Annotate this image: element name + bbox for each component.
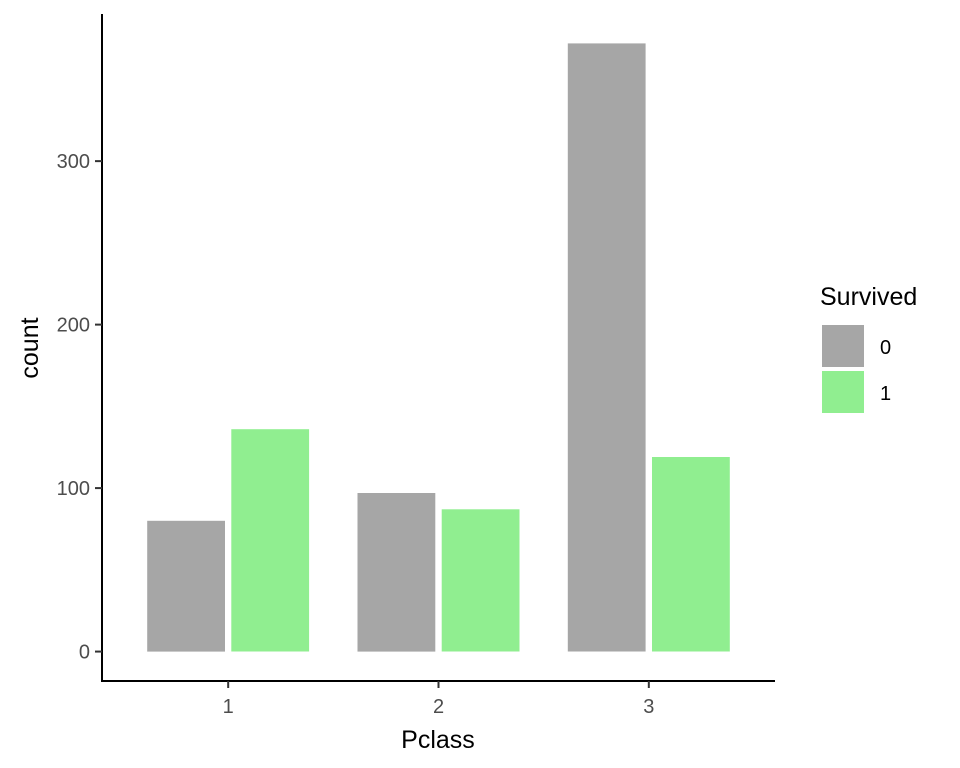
y-tick-label: 100 xyxy=(57,478,90,500)
bar-pclass-1-survived-0 xyxy=(147,520,225,652)
bar-pclass-1-survived-1 xyxy=(231,429,310,652)
y-ticks-group: 0 100 200 300 xyxy=(57,151,102,664)
y-tick-label: 200 xyxy=(57,315,90,337)
x-tick-label: 1 xyxy=(223,696,234,718)
legend-title: Survived xyxy=(820,283,917,311)
bar-pclass-2-survived-0 xyxy=(357,493,436,652)
y-tick-label: 300 xyxy=(57,151,90,173)
y-tick-label: 0 xyxy=(79,642,90,664)
legend-label-0: 0 xyxy=(880,337,891,359)
x-tick-label: 2 xyxy=(433,696,444,718)
x-ticks-group: 1 2 3 xyxy=(223,681,654,718)
x-axis-title: Pclass xyxy=(401,726,475,754)
bar-pclass-3-survived-1 xyxy=(652,457,730,652)
legend: Survived 0 1 xyxy=(820,283,917,413)
y-axis-title: count xyxy=(16,317,44,378)
bars-group xyxy=(147,43,730,652)
x-tick-label: 3 xyxy=(643,696,654,718)
legend-label-1: 1 xyxy=(880,383,891,405)
legend-key-1 xyxy=(822,371,864,413)
bar-pclass-2-survived-1 xyxy=(441,509,520,652)
legend-key-0 xyxy=(822,325,864,367)
bar-pclass-3-survived-0 xyxy=(567,43,646,652)
